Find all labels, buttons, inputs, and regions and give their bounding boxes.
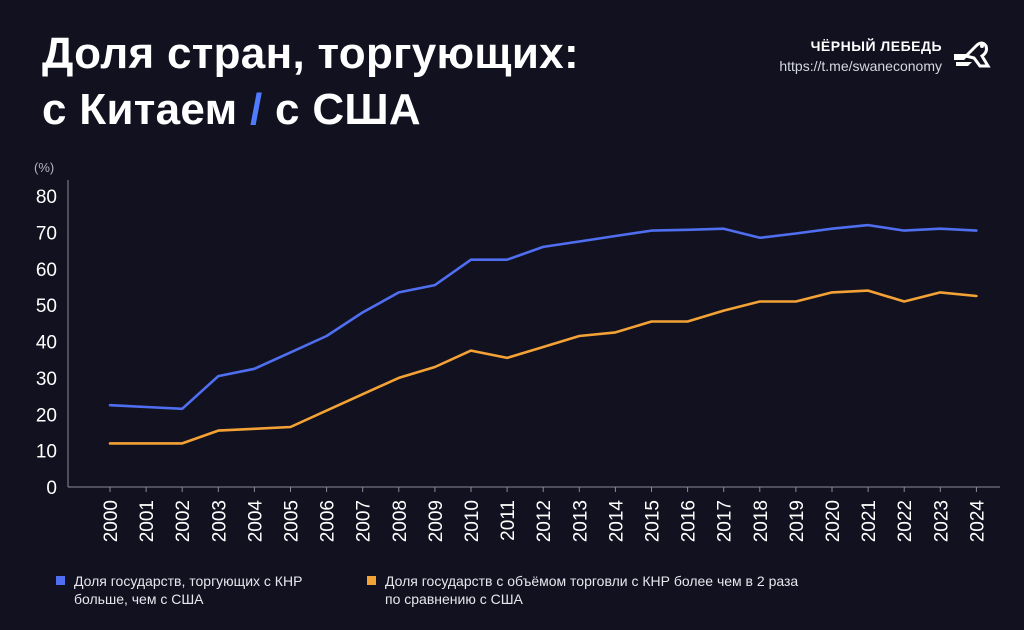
x-tick-label: 2024 (967, 500, 988, 543)
y-tick-label: 10 (36, 442, 57, 463)
chart-axes: (%) 0 10 20 30 40 50 60 70 80 2000 2001 2002 2003 2004… (34, 160, 1000, 542)
x-tick-label: 2002 (173, 500, 194, 542)
chart-title: Доля стран, торгующих: с Китаем / с США (42, 26, 579, 138)
legend-label-china-more: Доля государств, торгующих с КНР больше,… (74, 573, 303, 607)
x-tick-label: 2011 (498, 500, 519, 541)
x-tick-label: 2021 (859, 500, 880, 542)
legend-item-china-more: Доля государств, торгующих с КНР больше,… (56, 572, 339, 608)
x-tick-label: 2000 (101, 500, 122, 542)
y-axis-unit-label: (%) (34, 160, 54, 175)
x-tick-label: 2001 (137, 500, 158, 542)
x-tick-label: 2007 (354, 500, 375, 542)
legend-swatch-orange (367, 576, 376, 585)
title-usa: с США (262, 85, 422, 134)
y-tick-label: 30 (36, 369, 57, 390)
brand-name: ЧЁРНЫЙ ЛЕБЕДЬ (810, 38, 942, 54)
y-tick-label: 40 (36, 333, 57, 354)
x-tick-label: 2018 (751, 500, 772, 542)
y-tick-label: 70 (36, 223, 57, 244)
x-tick-label: 2009 (426, 500, 447, 542)
x-tick-label: 2006 (318, 500, 339, 542)
brand-block: ЧЁРНЫЙ ЛЕБЕДЬ https://t.me/swaneconomy (779, 36, 942, 76)
x-tick-label: 2022 (895, 500, 916, 542)
y-tick-label: 0 (46, 478, 57, 499)
x-tick-label: 2008 (390, 500, 411, 542)
title-line-2: с Китаем / с США (42, 82, 579, 138)
series-line-0 (108, 223, 978, 411)
brand-url[interactable]: https://t.me/swaneconomy (779, 58, 942, 74)
x-tick-label: 2017 (715, 500, 736, 542)
y-tick-label: 20 (36, 405, 57, 426)
y-tick-label: 60 (36, 260, 57, 281)
series-line-1 (108, 289, 978, 445)
x-tick-label: 2005 (282, 500, 303, 542)
x-tick-label: 2004 (245, 500, 266, 543)
x-tick-label: 2013 (570, 500, 591, 542)
title-china: с Китаем (42, 85, 250, 134)
x-tick-label: 2023 (931, 500, 952, 542)
black-swan-logo-icon (954, 41, 991, 68)
x-tick-label: 2012 (534, 500, 555, 542)
x-tick-label: 2010 (462, 500, 483, 542)
chart-series (108, 223, 978, 445)
x-tick-label: 2015 (643, 500, 664, 542)
legend-label-china-double: Доля государств с объёмом торговли с КНР… (385, 573, 799, 607)
y-tick-label: 50 (36, 296, 57, 317)
x-tick-label: 2014 (606, 500, 627, 543)
x-tick-label: 2003 (209, 500, 230, 542)
legend-item-china-double: Доля государств с объёмом торговли с КНР… (367, 572, 805, 608)
x-tick-label: 2016 (679, 500, 700, 542)
y-tick-label: 80 (36, 187, 57, 208)
legend-swatch-blue (56, 576, 65, 585)
x-tick-label: 2019 (787, 500, 808, 542)
title-line-1: Доля стран, торгующих: (42, 29, 579, 78)
title-slash: / (249, 85, 263, 134)
chart-legend: Доля государств, торгующих с КНР больше,… (56, 572, 805, 608)
x-tick-label: 2020 (823, 500, 844, 542)
